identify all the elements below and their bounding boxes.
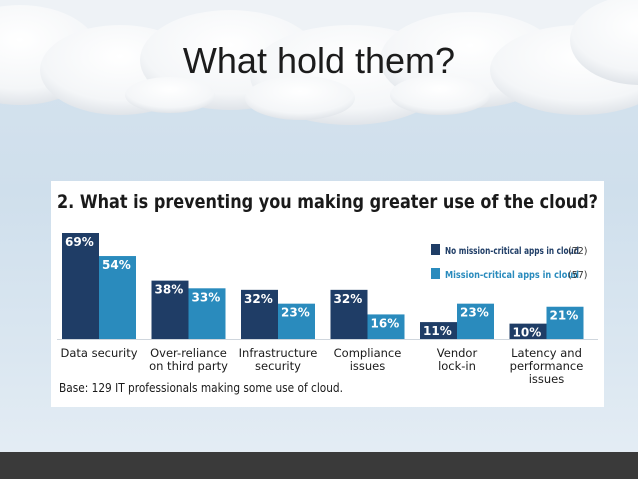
category-label: performance	[510, 359, 584, 373]
legend-swatch	[431, 268, 440, 279]
data-label: 69%	[65, 235, 94, 249]
legend-label: No mission-critical apps in cloud	[445, 246, 579, 257]
legend-swatch	[431, 244, 440, 255]
bar-no-mission-critical-1	[151, 280, 189, 339]
bar-no-mission-critical-0	[62, 233, 99, 339]
bar-no-mission-critical-4	[420, 322, 457, 339]
data-label: 23%	[281, 306, 310, 320]
slide-title: What hold them?	[182, 40, 456, 81]
category-label: Data security	[60, 346, 137, 360]
bar-no-mission-critical-5	[509, 323, 547, 339]
chart-panel: 2. What is preventing you making greater…	[51, 181, 604, 407]
data-label: 23%	[460, 306, 489, 320]
category-label: lock-in	[438, 359, 476, 373]
data-label: 21%	[550, 309, 579, 323]
bar-no-mission-critical-3	[330, 289, 368, 339]
category-label: Latency and	[511, 346, 582, 360]
bar-mission-critical-1	[188, 288, 226, 339]
category-label: Over-reliance	[150, 346, 227, 360]
footer-bar	[0, 452, 638, 479]
category-label: issues	[350, 359, 386, 373]
bar-no-mission-critical-2	[241, 289, 278, 339]
bar-mission-critical-3	[367, 314, 405, 339]
data-label: 54%	[102, 258, 131, 272]
legend-count: (72)	[568, 246, 588, 257]
bar-mission-critical-4	[457, 303, 494, 339]
legend-count: (57)	[568, 270, 588, 281]
bar-mission-critical-2	[278, 303, 315, 339]
cloud-decoration	[0, 0, 638, 125]
category-label: issues	[529, 372, 565, 386]
bar-chart: 2. What is preventing you making greater…	[57, 191, 598, 395]
data-label: 11%	[423, 324, 452, 338]
bar-mission-critical-5	[546, 306, 584, 339]
category-label: Infrastructure	[239, 346, 318, 360]
category-label: security	[255, 359, 301, 373]
category-label: Compliance	[334, 346, 402, 360]
data-label: 38%	[155, 283, 184, 297]
data-label: 32%	[244, 292, 273, 306]
category-label: on third party	[149, 359, 228, 373]
data-label: 32%	[334, 292, 363, 306]
data-label: 33%	[192, 290, 221, 304]
chart-title: 2. What is preventing you making greater…	[57, 191, 598, 213]
chart-footnote: Base: 129 IT professionals making some u…	[59, 381, 343, 395]
data-label: 16%	[371, 316, 400, 330]
legend-label: Mission-critical apps in cloud	[445, 270, 579, 281]
category-label: Vendor	[437, 346, 478, 360]
data-label: 10%	[513, 326, 542, 340]
bar-mission-critical-0	[99, 256, 136, 339]
